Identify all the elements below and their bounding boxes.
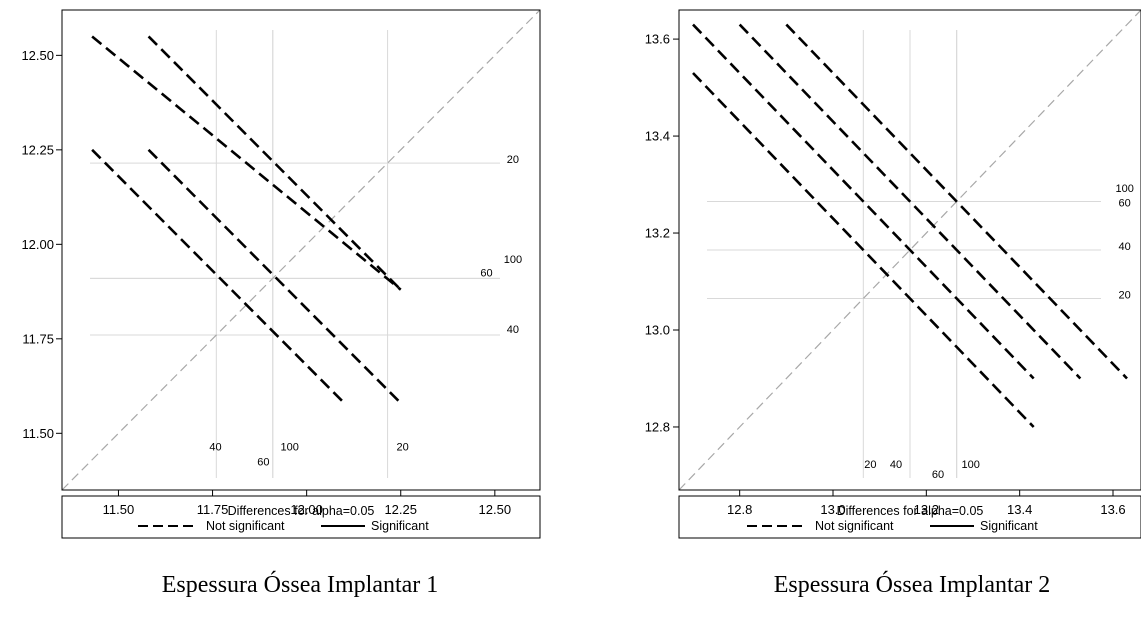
difference-segment [91,148,346,404]
y-tick-label: 12.50 [21,48,54,63]
difference-segment [91,35,402,291]
ref-label: 100 [1115,183,1133,195]
y-tick-label: 13.4 [645,129,670,144]
x-tick-label: 12.00 [290,502,323,517]
ref-label: 40 [1119,241,1131,253]
y-tick-label: 13.6 [645,32,670,47]
ref-label: 60 [480,267,492,279]
x-tick-label: 12.25 [384,502,417,517]
ref-label: 20 [1119,289,1131,301]
chart-caption: Espessura Óssea Implantar 2 [774,571,1051,598]
ref-label: 100 [961,459,979,471]
legend-label-not-significant: Not significant [815,519,894,533]
legend-frame [678,495,1141,539]
ref-label: 60 [257,456,269,468]
chart-caption: Espessura Óssea Implantar 1 [162,571,439,598]
legend-label-significant: Significant [371,519,429,533]
legend-title: Differences for alpha=0.05 [228,504,375,518]
y-tick-label: 13.0 [645,323,670,338]
x-tick-label: 13.4 [1007,502,1032,517]
ref-label: 20 [864,459,876,471]
y-tick-label: 11.75 [22,331,54,346]
chart-2: 100 60 40 20 20 40 60 100 12.8 13.0 13.2 13.4 13.6 12… [645,9,1141,598]
ref-label: 40 [209,441,221,453]
y-tick-label: 13.2 [645,226,670,241]
legend-frame [61,495,541,539]
plot-frame [61,9,541,491]
legend-label-not-significant: Not significant [206,519,285,533]
y-tick-label: 12.25 [21,142,54,157]
difference-segment [692,72,1035,428]
chart-1: 20 100 60 40 40 60 100 20 11.50 11.75 12.00 12.25 12… [21,9,541,598]
legend-title: Differences for alpha=0.05 [837,504,984,518]
difference-segment [692,23,1035,380]
y-tick-label: 11.50 [22,426,54,441]
x-tick-label: 13.0 [820,502,845,517]
ref-label: 60 [932,469,944,481]
ref-label: 40 [890,459,902,471]
ref-label: 20 [507,154,519,166]
ref-label: 20 [396,441,408,453]
diagonal-reference-line [61,9,541,491]
x-tick-label: 13.2 [914,502,939,517]
plot-frame [678,9,1141,491]
x-tick-label: 13.6 [1100,502,1125,517]
difference-segment [738,23,1082,380]
ref-label: 40 [507,324,519,336]
ref-label: 60 [1119,197,1131,209]
x-tick-label: 11.50 [103,502,135,517]
difference-segment [147,35,402,291]
x-tick-label: 12.50 [479,502,512,517]
x-tick-label: 12.8 [727,502,752,517]
x-tick-label: 11.75 [197,502,229,517]
difference-segment [785,23,1128,380]
y-tick-label: 12.8 [645,419,670,434]
ref-label: 100 [504,254,522,266]
difference-segment [147,148,402,404]
ref-label: 100 [281,441,299,453]
legend-label-significant: Significant [980,519,1038,533]
y-tick-label: 12.00 [21,237,54,252]
